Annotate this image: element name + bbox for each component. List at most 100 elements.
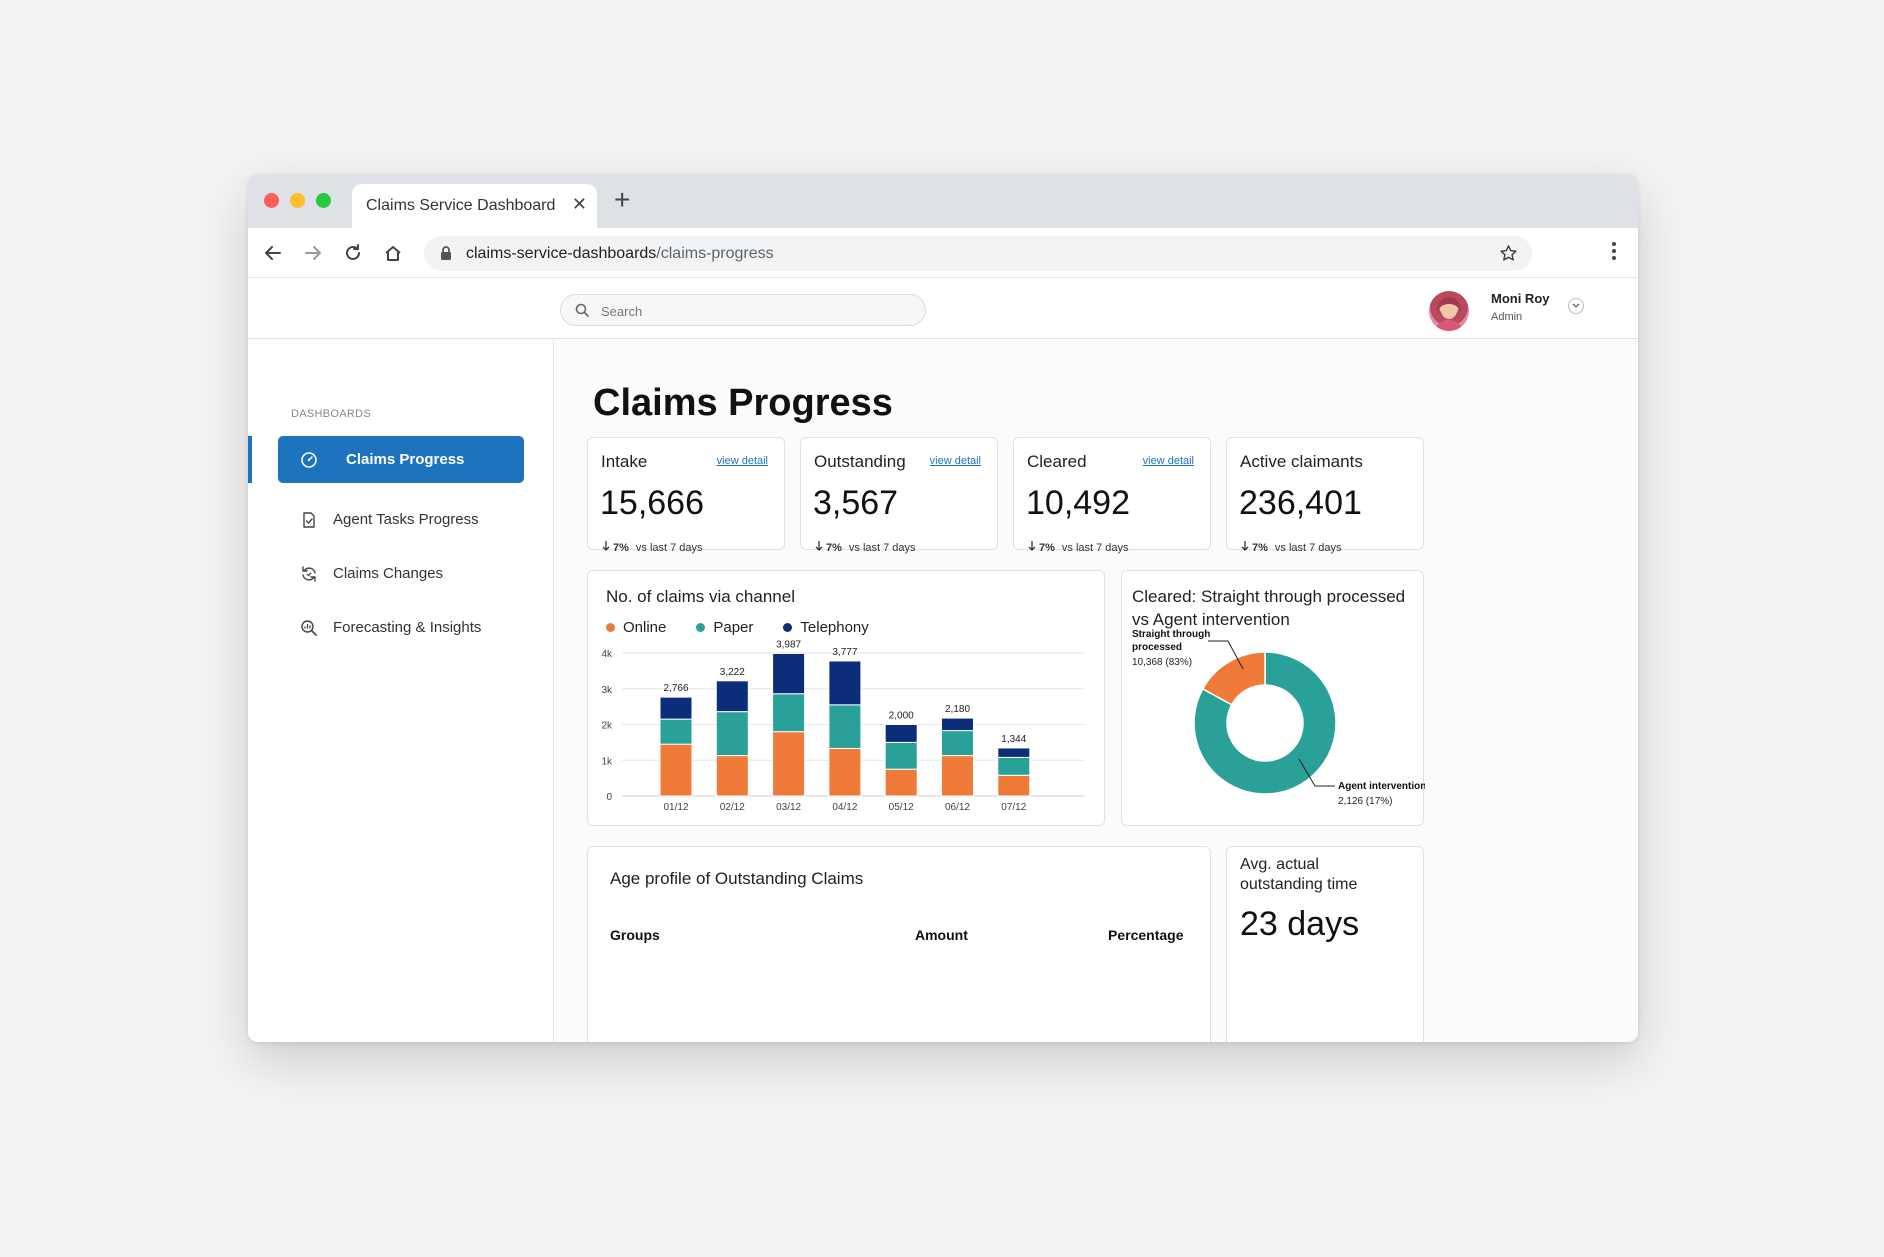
view-detail-link[interactable]: view detail [716,455,768,467]
bar-segment-paper-05-12[interactable] [884,741,918,770]
user-role: Admin [1491,311,1523,323]
bar-segment-paper-01-12[interactable] [659,718,693,745]
x-tick-label: 07/12 [1001,802,1026,813]
card-title-line2: vs Agent intervention [1132,610,1290,629]
url-host: claims-service-dashboards [466,245,657,262]
bar-total-label: 2,180 [945,704,970,715]
bar-total-label: 3,987 [776,639,801,650]
avatar[interactable] [1429,291,1469,331]
bar-segment-online-05-12[interactable] [884,768,918,797]
url-text: claims-service-dashboards/claims-progres… [466,245,774,263]
address-bar[interactable]: claims-service-dashboards/claims-progres… [424,236,1532,271]
kpi-label: Cleared [1027,452,1087,471]
legend-item-online[interactable]: Online [606,619,666,636]
legend-item-paper[interactable]: Paper [696,619,753,636]
tab-close-icon[interactable]: ✕ [571,194,587,214]
bar-segment-paper-06-12[interactable] [941,730,974,757]
cleared-split-card: Cleared: Straight through processed vs Ag… [1121,570,1425,826]
app-header: Moni Roy Admin [248,279,1638,339]
arrow-down-icon [815,541,823,554]
avg-days-value: 23 days [1240,905,1360,943]
kpi-label: Active claimants [1240,452,1363,471]
maximize-window-button[interactable] [316,193,331,208]
kpi-delta: 7% vs last 7 days [1241,541,1342,554]
bar-segment-online-07-12[interactable] [997,774,1031,797]
back-arrow-icon[interactable] [260,240,286,266]
sidebar: DASHBOARDS Claims Progress Agent Tasks P… [248,340,554,1042]
kpi-card-cleared: Cleared view detail 10,492 7% vs last 7 days [1013,437,1211,554]
card-title-line1: Avg. actual [1240,856,1319,873]
bar-segment-paper-04-12[interactable] [828,704,862,749]
x-tick-label: 02/12 [720,802,745,813]
forward-arrow-icon[interactable] [300,240,326,266]
sidebar-item-claims-changes[interactable]: Claims Changes [278,550,524,597]
kpi-delta: 7% vs last 7 days [815,541,916,554]
slice-detail: 10,368 (83%) [1132,657,1192,668]
bar-segment-paper-07-12[interactable] [997,756,1031,776]
sidebar-item-forecasting-insights[interactable]: Forecasting & Insights [278,604,524,651]
browser-tab[interactable]: Claims Service Dashboard ✕ [352,184,597,228]
chevron-down-icon[interactable] [1568,298,1584,314]
avg-outstanding-time-card: Avg. actual outstanding time 23 days [1226,846,1424,1042]
close-window-button[interactable] [264,193,279,208]
kpi-delta-value: 7% [613,542,629,554]
sidebar-item-claims-progress[interactable]: Claims Progress [278,436,524,483]
kpi-label: Intake [601,452,648,471]
card-title: Age profile of Outstanding Claims [610,869,864,888]
sidebar-item-label: Forecasting & Insights [333,619,482,636]
refresh-icon [300,565,318,583]
kpi-delta-value: 7% [826,542,842,554]
new-tab-button[interactable]: + [614,184,631,215]
donut-slice-agent-intervention[interactable] [1201,651,1266,706]
kpi-value: 236,401 [1239,484,1362,522]
bar-segment-telephony-02-12[interactable] [715,680,749,713]
view-detail-link[interactable]: view detail [929,455,981,467]
slice-detail: 2,126 (17%) [1338,796,1392,807]
donut-chart: Straight through processed 10,368 (83%) Age… [1132,629,1425,807]
slice-label: Straight through [1132,629,1210,640]
legend-label: Telephony [800,619,869,636]
bar-segment-telephony-03-12[interactable] [772,652,806,695]
kpi-label: Outstanding [814,452,906,471]
y-tick-label: 0 [606,792,612,803]
home-icon[interactable] [380,240,406,266]
page-title: Claims Progress [593,382,893,424]
browser-menu-icon[interactable] [1612,242,1616,265]
bar-segment-telephony-01-12[interactable] [659,696,693,720]
column-header-groups: Groups [610,927,660,943]
bar-total-label: 3,222 [720,667,745,678]
leader-line [1298,758,1335,787]
search-input[interactable] [601,301,901,321]
bar-segment-telephony-05-12[interactable] [884,724,918,743]
arrow-down-icon [1241,541,1249,554]
sidebar-item-agent-tasks-progress[interactable]: Agent Tasks Progress [278,496,524,543]
reload-icon[interactable] [340,240,366,266]
tab-title: Claims Service Dashboard [366,197,556,214]
bar-segment-telephony-04-12[interactable] [828,660,862,706]
bar-segment-telephony-07-12[interactable] [997,747,1031,758]
card-title-line2: outstanding time [1240,876,1358,893]
y-tick-label: 3k [601,685,613,696]
y-tick-label: 4k [601,649,613,660]
kpi-delta: 7% vs last 7 days [602,541,703,554]
bar-segment-online-03-12[interactable] [772,731,806,797]
kpi-card-intake: Intake view detail 15,666 7% vs last 7 days [587,437,785,554]
bar-segment-paper-02-12[interactable] [715,711,749,757]
bar-segment-online-01-12[interactable] [659,743,693,797]
bar-chart: 0 1k 2k 3k 4k 2,766 01/12 3,222 02/12 3,987 03/12 3… [601,639,1084,813]
bar-segment-online-06-12[interactable] [941,755,974,797]
view-detail-link[interactable]: view detail [1142,455,1194,467]
bookmark-star-icon[interactable] [1499,244,1518,268]
claims-by-channel-card: No. of claims via channel Online Paper Tele… [587,570,1105,826]
bar-segment-online-02-12[interactable] [715,755,749,797]
legend-item-telephony[interactable]: Telephony [783,619,869,636]
column-header-percentage: Percentage [1108,927,1184,943]
minimize-window-button[interactable] [290,193,305,208]
bar-segment-paper-03-12[interactable] [772,693,806,733]
donut-slice-straight-through-processed[interactable] [1193,651,1337,795]
slice-label: processed [1132,642,1182,653]
card-title-line1: Cleared: Straight through processed [1132,587,1406,606]
bar-segment-online-04-12[interactable] [828,747,862,797]
gauge-icon [300,451,318,469]
bar-segment-telephony-06-12[interactable] [941,717,974,732]
